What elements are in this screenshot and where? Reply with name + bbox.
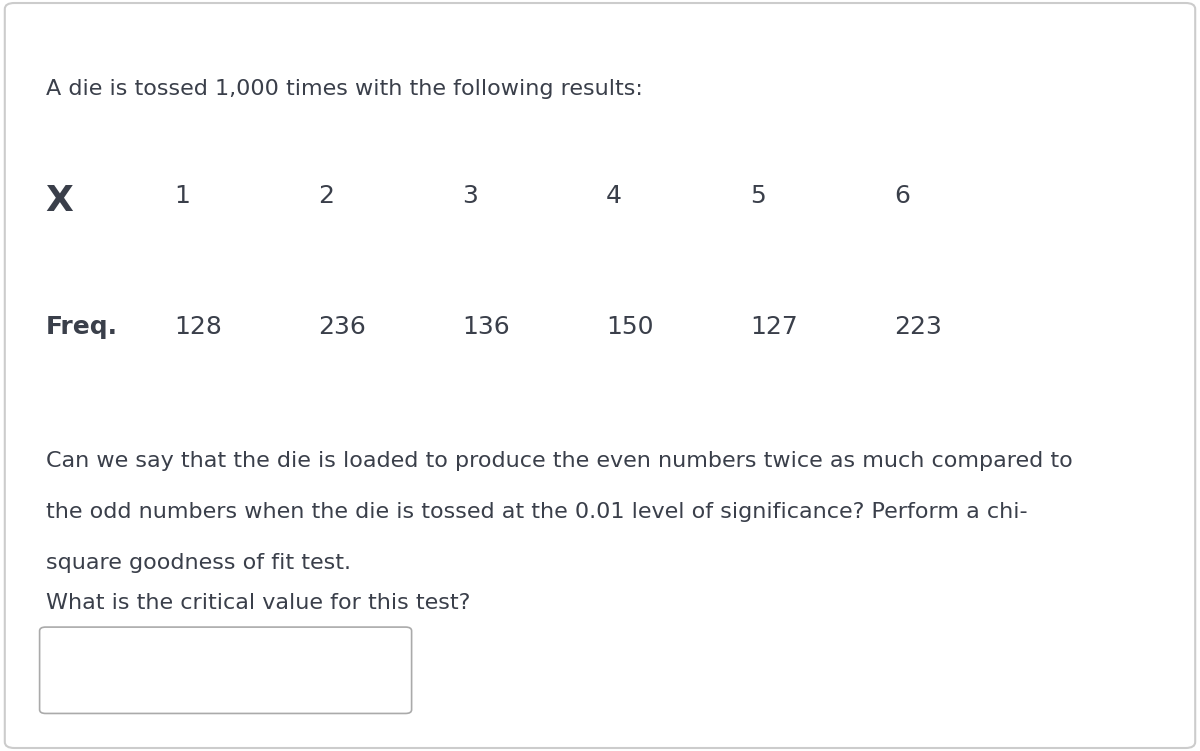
Text: the odd numbers when the die is tossed at the 0.01 level of significance? Perfor: the odd numbers when the die is tossed a… [46, 502, 1027, 522]
Text: 6: 6 [894, 184, 910, 208]
Text: Freq.: Freq. [46, 315, 118, 339]
Text: What is the critical value for this test?: What is the critical value for this test… [46, 593, 470, 614]
FancyBboxPatch shape [40, 627, 412, 713]
Text: 2: 2 [318, 184, 334, 208]
Text: Can we say that the die is loaded to produce the even numbers twice as much comp: Can we say that the die is loaded to pro… [46, 451, 1073, 471]
Text: 150: 150 [606, 315, 654, 339]
Text: 128: 128 [174, 315, 222, 339]
Text: 127: 127 [750, 315, 798, 339]
Text: 5: 5 [750, 184, 766, 208]
Text: square goodness of fit test.: square goodness of fit test. [46, 553, 350, 573]
Text: 3: 3 [462, 184, 478, 208]
Text: 4: 4 [606, 184, 622, 208]
Text: X: X [46, 184, 73, 218]
Text: 223: 223 [894, 315, 942, 339]
Text: 236: 236 [318, 315, 366, 339]
Text: 1: 1 [174, 184, 190, 208]
Text: 136: 136 [462, 315, 510, 339]
FancyBboxPatch shape [5, 3, 1195, 748]
Text: A die is tossed 1,000 times with the following results:: A die is tossed 1,000 times with the fol… [46, 79, 642, 99]
